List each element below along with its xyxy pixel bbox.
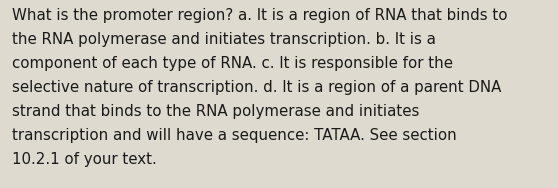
Text: transcription and will have a sequence: TATAA. See section: transcription and will have a sequence: …: [12, 128, 457, 143]
Text: component of each type of RNA. c. It is responsible for the: component of each type of RNA. c. It is …: [12, 56, 453, 71]
Text: the RNA polymerase and initiates transcription. b. It is a: the RNA polymerase and initiates transcr…: [12, 32, 436, 47]
Text: strand that binds to the RNA polymerase and initiates: strand that binds to the RNA polymerase …: [12, 104, 420, 119]
Text: What is the promoter region? a. It is a region of RNA that binds to: What is the promoter region? a. It is a …: [12, 8, 508, 23]
Text: selective nature of transcription. d. It is a region of a parent DNA: selective nature of transcription. d. It…: [12, 80, 502, 95]
Text: 10.2.1 of your text.: 10.2.1 of your text.: [12, 152, 157, 167]
